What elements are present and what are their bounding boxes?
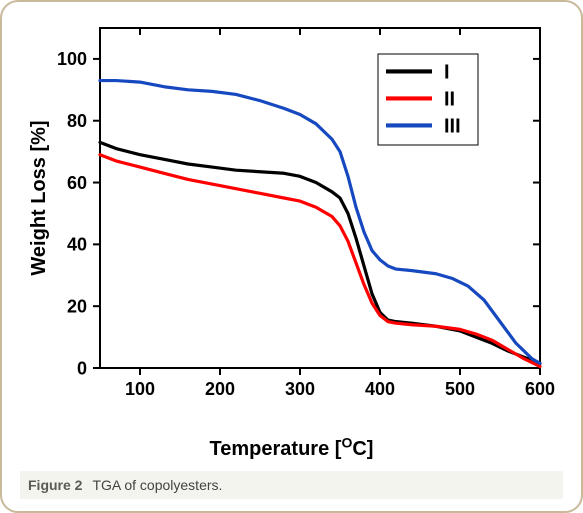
svg-text:100: 100 — [125, 379, 155, 399]
x-axis-label-text: Temperature [OC] — [210, 438, 374, 460]
figure-text: TGA of copolyesters. — [92, 477, 222, 493]
svg-text:I: I — [444, 61, 450, 83]
svg-text:0: 0 — [77, 358, 87, 378]
svg-text:II: II — [444, 88, 455, 110]
svg-text:300: 300 — [285, 379, 315, 399]
chart-container: 100 200 300 400 500 600 0 20 40 60 80 100 Weight Los… — [20, 16, 563, 436]
svg-text:20: 20 — [67, 296, 87, 316]
svg-text:500: 500 — [445, 379, 475, 399]
svg-text:60: 60 — [67, 173, 87, 193]
tga-chart: 100 200 300 400 500 600 0 20 40 60 80 100 Weight Los… — [20, 16, 560, 436]
svg-text:100: 100 — [57, 49, 87, 69]
figure-label: Figure 2 — [28, 477, 82, 493]
figure-caption: Figure 2 TGA of copolyesters. — [20, 471, 563, 499]
svg-text:400: 400 — [365, 379, 395, 399]
figure-frame: 100 200 300 400 500 600 0 20 40 60 80 100 Weight Los… — [0, 0, 583, 513]
svg-text:80: 80 — [67, 111, 87, 131]
svg-text:Weight Loss [%]: Weight Loss [%] — [28, 120, 50, 275]
svg-text:40: 40 — [67, 235, 87, 255]
svg-text:600: 600 — [525, 379, 555, 399]
svg-text:200: 200 — [205, 379, 235, 399]
x-axis-label: Temperature [OC] — [20, 434, 563, 461]
svg-text:III: III — [444, 115, 461, 137]
